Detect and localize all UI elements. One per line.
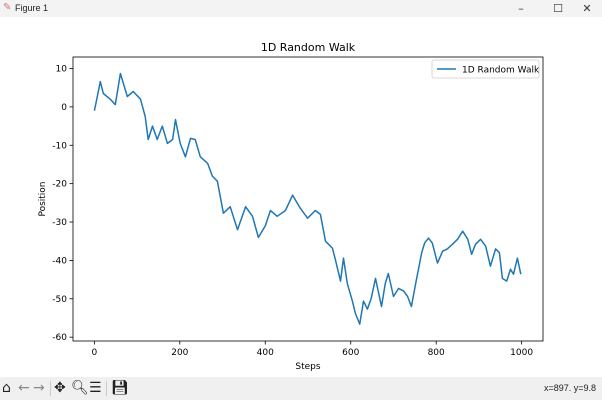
x-tick-label: 1000 [510, 348, 533, 358]
back-icon[interactable]: ← [18, 380, 30, 396]
close-button[interactable]: ✕ [582, 2, 592, 15]
x-axis-label: Steps [295, 362, 320, 372]
x-tick-label: 800 [428, 348, 445, 358]
x-tick-label: 400 [257, 348, 274, 358]
legend-label: 1D Random Walk [462, 66, 540, 76]
maximize-button[interactable]: ☐ [553, 2, 563, 15]
chart-title: 1D Random Walk [261, 41, 356, 54]
home-icon[interactable]: ⌂ [2, 380, 11, 396]
save-icon[interactable]: 💾︎ [111, 380, 129, 396]
y-tick-label: -40 [52, 256, 67, 266]
y-tick-label: -30 [52, 218, 67, 228]
toolbar-separator [106, 381, 107, 396]
y-tick-label: -20 [52, 180, 67, 190]
chart: 0 200 400 600 800 1000 10 0 -10 -20 -30 -40 -50 -60 1D… [38, 41, 544, 372]
x-tick-label: 200 [171, 348, 188, 358]
x-tick-label: 0 [91, 348, 97, 358]
y-tick-label: 0 [61, 103, 67, 113]
y-tick-label: -60 [52, 333, 67, 343]
configure-subplots-icon[interactable]: ☰ [89, 380, 102, 396]
series-line [93, 72, 522, 325]
navigation-toolbar: ⌂ ← → ✥ 🔍︎ ☰ 💾︎ x=897. y=9.8 [0, 377, 602, 400]
plot-frame [72, 56, 544, 342]
y-tick-label: 10 [56, 65, 68, 75]
y-tick-label: -50 [52, 295, 67, 305]
forward-icon[interactable]: → [33, 380, 45, 396]
y-tick-label: -10 [52, 141, 67, 151]
x-tick-label: 600 [342, 348, 359, 358]
zoom-icon[interactable]: 🔍︎ [71, 380, 89, 396]
legend-box [431, 59, 540, 79]
pan-icon[interactable]: ✥ [54, 380, 66, 396]
window-titlebar: ✎ Figure 1 – ☐ ✕ [0, 0, 602, 17]
y-axis-label: Position [38, 181, 48, 216]
minimize-button[interactable]: – [518, 2, 524, 15]
toolbar-separator [50, 381, 51, 396]
matplotlib-icon: ✎ [3, 2, 12, 13]
cursor-coordinates: x=897. y=9.8 [543, 383, 596, 393]
window-title: Figure 1 [15, 3, 49, 13]
